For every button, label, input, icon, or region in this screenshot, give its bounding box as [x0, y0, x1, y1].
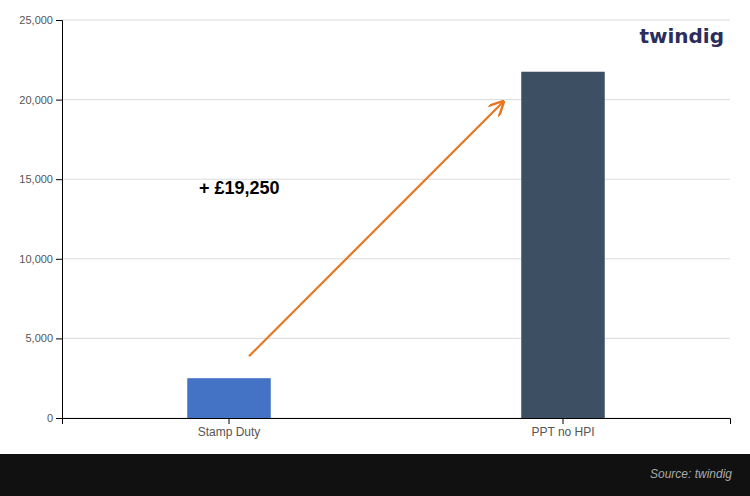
x-axis: Stamp Duty PPT no HPI [63, 418, 731, 439]
grid [62, 20, 730, 418]
tick-label: Stamp Duty [198, 425, 261, 439]
grid-line [62, 99, 730, 100]
tick: 5,000 [25, 332, 62, 344]
tick: 10,000 [19, 253, 62, 265]
axis-line [56, 21, 63, 419]
grid-line [62, 338, 730, 339]
bar [187, 378, 271, 418]
footer: Source: twindig [0, 454, 750, 496]
footer-bar [0, 454, 750, 496]
plot: 0 5,000 10,000 15,000 20,000 25,000 Stamp Duty… [19, 14, 730, 439]
y-axis: 0 5,000 10,000 15,000 20,000 25,000 [19, 14, 62, 424]
tick-label: 5,000 [25, 332, 53, 344]
grid-line [62, 258, 730, 259]
tick-mark [563, 418, 564, 424]
tick-mark [56, 259, 62, 260]
tick-mark [56, 418, 62, 419]
grid-line [62, 20, 730, 21]
source: Source: twindig [650, 467, 732, 481]
tick-mark [229, 418, 230, 424]
axis-line [63, 419, 731, 425]
bars [187, 72, 605, 418]
tick-label: PPT no HPI [531, 425, 594, 439]
tick-mark [56, 100, 62, 101]
tick-label: 10,000 [19, 253, 53, 265]
tick: 15,000 [19, 173, 62, 185]
tick-mark [56, 338, 62, 339]
tick-label: 20,000 [19, 94, 53, 106]
tick: 25,000 [19, 14, 62, 26]
tick-label: 0 [47, 412, 53, 424]
bar [521, 72, 605, 418]
tick: PPT no HPI [531, 418, 594, 439]
tick-label: 25,000 [19, 14, 53, 26]
tick: 0 [47, 412, 62, 424]
chart: 0 5,000 10,000 15,000 20,000 25,000 Stamp Duty… [0, 0, 750, 496]
tick: Stamp Duty [198, 418, 261, 439]
arrow [249, 102, 503, 356]
logo: twindig [639, 24, 724, 48]
tick: 20,000 [19, 94, 62, 106]
annotation: + £19,250 [199, 178, 280, 198]
tick-mark [56, 20, 62, 21]
grid-line [62, 179, 730, 180]
tick-mark [56, 179, 62, 180]
tick-label: 15,000 [19, 173, 53, 185]
